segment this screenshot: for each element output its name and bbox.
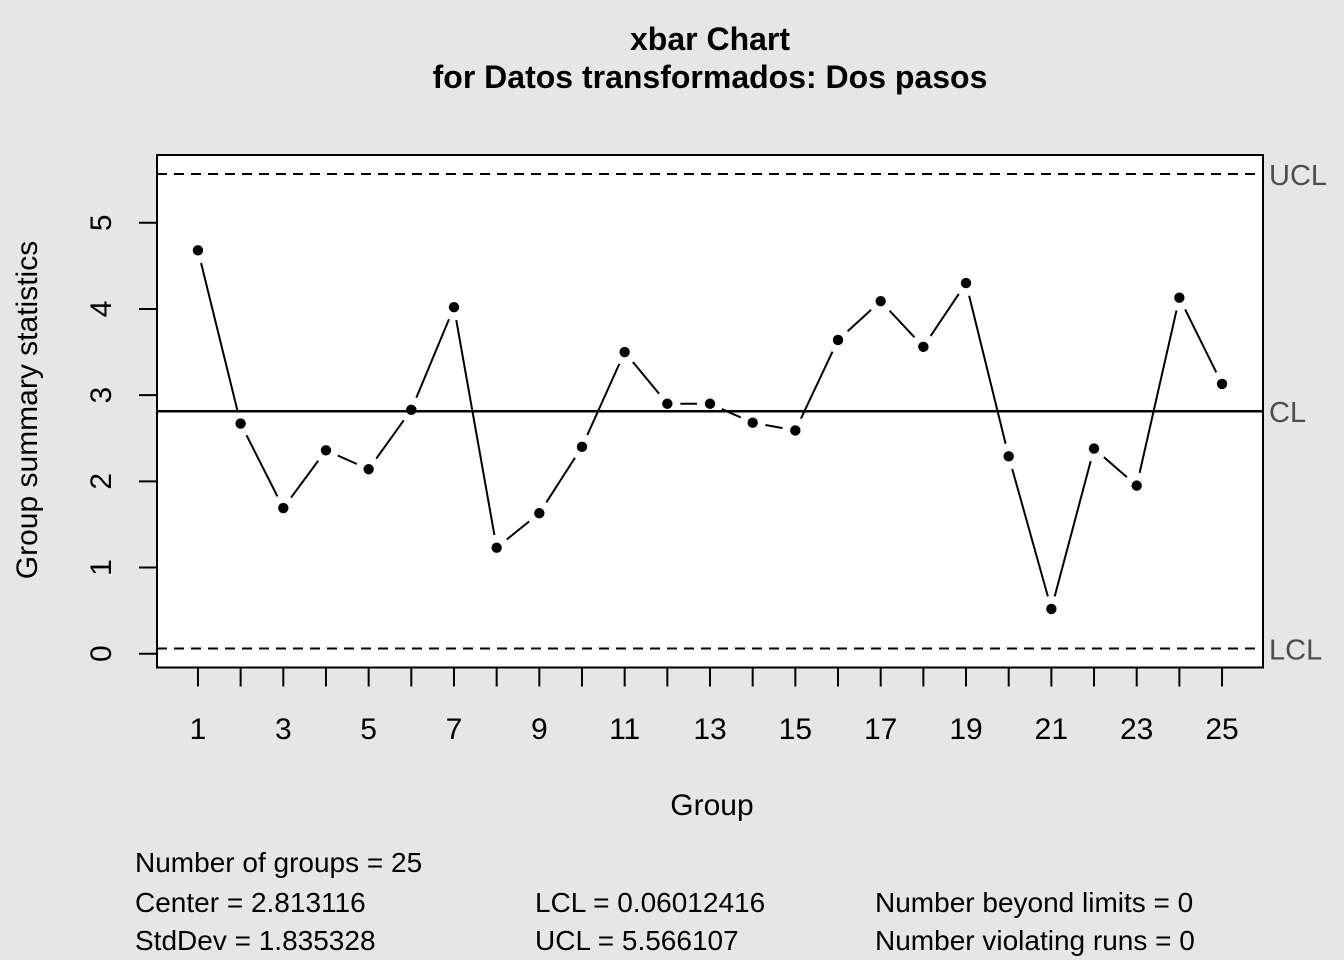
series-segment [290,460,320,499]
stats-beyond-limits: Number beyond limits = 0 [875,887,1193,918]
stats-center: Center = 2.813116 [135,887,366,918]
data-point-19 [960,277,972,289]
y-tick-label-0: 0 [85,645,118,662]
data-point-21 [1046,603,1057,615]
x-axis-title: Group [670,789,753,822]
data-point-7 [448,302,460,313]
series-segment [1011,468,1049,597]
data-point-4 [320,445,332,456]
series-segment [888,309,916,339]
x-tick-label-9: 9 [531,713,548,746]
x-tick-label-1: 1 [190,713,207,746]
series-segment [455,319,496,536]
y-tick-label-5: 5 [85,214,118,231]
series-segment [545,457,576,503]
data-point-17 [875,295,886,307]
series-segment [799,351,834,420]
data-point-16 [832,334,844,346]
series-segment [1103,456,1128,478]
series-segment [765,424,783,430]
chart-title-line1: xbar Chart [630,21,790,57]
lcl-label: LCL [1269,635,1322,667]
cl-label: CL [1269,397,1306,429]
data-point-23 [1131,480,1142,491]
data-point-24 [1174,292,1185,303]
data-point-10 [576,441,588,453]
series-segment [506,520,530,541]
series-segment [632,361,660,395]
data-point-1 [192,245,204,256]
x-tick-label-25: 25 [1205,713,1238,746]
chart-title-line2: for Datos transformados: Dos pasos [433,59,988,95]
series-segment [846,309,872,332]
data-point-25 [1216,378,1228,390]
data-point-12 [662,398,673,409]
series-segment [415,318,450,399]
data-point-11 [619,346,630,358]
data-point-15 [790,425,801,436]
y-tick-label-2: 2 [85,473,118,490]
x-tick-label-17: 17 [864,713,897,746]
series-segment [375,419,405,460]
data-point-8 [491,542,502,553]
data-point-6 [406,404,417,415]
y-tick-label-1: 1 [85,559,118,576]
stats-lcl: LCL = 0.06012416 [535,887,765,918]
stats-number-of-groups: Number of groups = 25 [135,847,422,878]
y-tick-label-3: 3 [85,387,118,404]
series-segment [1184,308,1218,373]
series-segment [968,295,1007,444]
x-tick-label-3: 3 [275,713,292,746]
x-tick-label-23: 23 [1120,713,1153,746]
series-segment [245,434,279,497]
x-tick-label-15: 15 [779,713,812,746]
x-tick-label-21: 21 [1035,713,1068,746]
series-segment [721,408,742,419]
series-segment [337,454,358,465]
x-tick-label-11: 11 [609,713,640,746]
x-tick-label-13: 13 [693,713,726,746]
ucl-label: UCL [1269,160,1327,192]
series-segment [200,262,239,412]
series-segment [1053,460,1092,597]
data-point-13 [704,398,716,409]
series-segment [1138,310,1178,474]
stats-violating-runs: Number violating runs = 0 [875,925,1195,956]
series-segment [929,293,960,337]
x-tick-label-5: 5 [360,713,377,746]
series-segment [586,363,621,436]
stats-stddev: StdDev = 1.835328 [135,925,376,956]
stats-ucl: UCL = 5.566107 [535,925,739,956]
data-point-9 [534,508,545,519]
x-tick-label-7: 7 [446,713,463,746]
data-point-14 [747,417,758,428]
data-point-20 [1003,451,1014,462]
data-point-3 [278,502,289,514]
data-point-2 [235,418,246,429]
x-tick-label-19: 19 [949,713,982,746]
data-point-22 [1088,443,1100,454]
data-point-18 [918,341,929,353]
y-axis-title: Group summary statistics [11,241,44,579]
y-tick-label-4: 4 [85,301,118,318]
data-point-5 [363,464,374,475]
